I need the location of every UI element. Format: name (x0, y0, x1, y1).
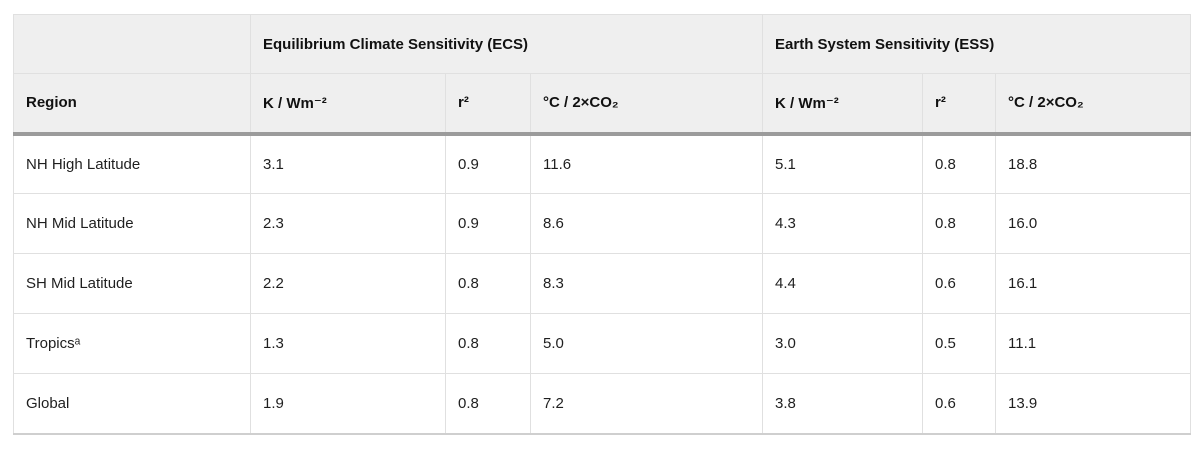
value-cell: 4.3 (762, 193, 924, 254)
value-cell: 0.9 (445, 133, 531, 194)
column-header-ecs-k-wm2: K / Wm⁻² (250, 73, 446, 136)
region-cell: NH Mid Latitude (13, 193, 251, 254)
table-row-nh-high-latitude: NH High Latitude 3.1 0.9 11.6 5.1 0.8 18… (13, 133, 1192, 194)
ecs-group-header: Equilibrium Climate Sensitivity (ECS) (249, 14, 764, 74)
value-cell: 5.1 (762, 133, 924, 194)
table-row-sh-mid-latitude: SH Mid Latitude 2.2 0.8 8.3 4.4 0.6 16.1 (13, 253, 1192, 314)
value-cell: 11.1 (995, 313, 1192, 374)
table-row-global: Global 1.9 0.8 7.2 3.8 0.6 13.9 (13, 373, 1192, 435)
corner-blank-cell (13, 14, 251, 74)
column-header-ecs-r2: r² (445, 73, 531, 136)
value-cell: 13.9 (995, 373, 1192, 435)
group-header-row: Equilibrium Climate Sensitivity (ECS) Ea… (13, 14, 1192, 74)
value-cell: 0.8 (445, 373, 531, 435)
region-cell: Global (13, 373, 251, 435)
climate-sensitivity-table: Equilibrium Climate Sensitivity (ECS) Ea… (13, 14, 1192, 435)
value-cell: 5.0 (529, 313, 764, 374)
value-cell: 0.8 (922, 133, 997, 194)
column-header-ess-k-wm2: K / Wm⁻² (762, 73, 924, 136)
value-cell: 1.3 (250, 313, 446, 374)
value-cell: 2.2 (250, 253, 446, 314)
column-header-ess-c-2xco2: °C / 2×CO₂ (995, 73, 1192, 136)
value-cell: 0.6 (922, 253, 997, 314)
value-cell: 16.1 (995, 253, 1192, 314)
value-cell: 3.0 (762, 313, 924, 374)
ess-group-header: Earth System Sensitivity (ESS) (762, 14, 1192, 74)
region-cell: Tropicsᵃ (13, 313, 251, 374)
value-cell: 18.8 (995, 133, 1192, 194)
table-row-nh-mid-latitude: NH Mid Latitude 2.3 0.9 8.6 4.3 0.8 16.0 (13, 193, 1192, 254)
column-header-ecs-c-2xco2: °C / 2×CO₂ (529, 73, 764, 136)
value-cell: 1.9 (250, 373, 446, 435)
region-cell: SH Mid Latitude (13, 253, 251, 314)
value-cell: 0.6 (922, 373, 997, 435)
value-cell: 2.3 (250, 193, 446, 254)
table-row-tropics: Tropicsᵃ 1.3 0.8 5.0 3.0 0.5 11.1 (13, 313, 1192, 374)
value-cell: 7.2 (529, 373, 764, 435)
climate-sensitivity-table-wrap: Equilibrium Climate Sensitivity (ECS) Ea… (13, 14, 1192, 435)
value-cell: 3.1 (250, 133, 446, 194)
value-cell: 0.8 (445, 313, 531, 374)
value-cell: 8.3 (529, 253, 764, 314)
value-cell: 3.8 (762, 373, 924, 435)
column-header-region: Region (13, 73, 251, 136)
value-cell: 0.9 (445, 193, 531, 254)
column-header-row: Region K / Wm⁻² r² °C / 2×CO₂ K / Wm⁻² r… (13, 73, 1192, 136)
value-cell: 0.8 (445, 253, 531, 314)
value-cell: 4.4 (762, 253, 924, 314)
column-header-ess-r2: r² (922, 73, 997, 136)
region-cell: NH High Latitude (13, 133, 251, 194)
value-cell: 0.8 (922, 193, 997, 254)
value-cell: 11.6 (529, 133, 764, 194)
value-cell: 8.6 (529, 193, 764, 254)
value-cell: 0.5 (922, 313, 997, 374)
value-cell: 16.0 (995, 193, 1192, 254)
